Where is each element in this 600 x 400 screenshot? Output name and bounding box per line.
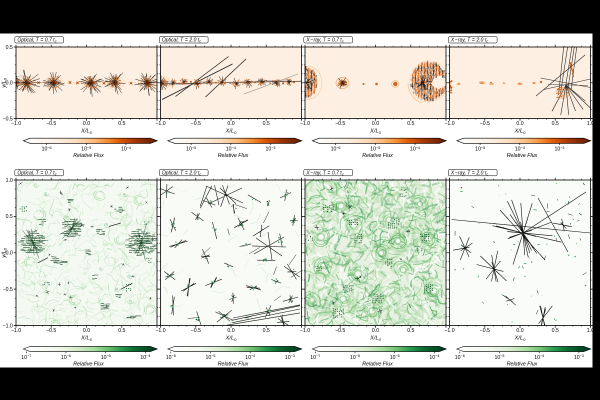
svg-text:Relative Flux: Relative Flux <box>507 153 538 159</box>
svg-text:10−6: 10−6 <box>331 146 341 153</box>
svg-text:X − ray, T = 0.7 τc: X − ray, T = 0.7 τc <box>305 170 343 176</box>
svg-text:10−6: 10−6 <box>166 354 176 361</box>
svg-text:X/L0: X/L0 <box>514 129 526 135</box>
svg-text:−1.0: −1.0 <box>11 328 21 334</box>
svg-text:0.5: 0.5 <box>552 328 559 334</box>
svg-text:10−6: 10−6 <box>350 354 360 361</box>
svg-text:X/L0: X/L0 <box>369 129 381 135</box>
svg-text:−1.0: −1.0 <box>155 328 165 334</box>
svg-text:0.0: 0.0 <box>6 251 13 257</box>
svg-text:−1.0: −1.0 <box>444 121 454 127</box>
svg-text:−1.0: −1.0 <box>11 121 21 127</box>
svg-text:1.0: 1.0 <box>587 328 594 334</box>
svg-text:−1.0: −1.0 <box>300 121 310 127</box>
svg-text:X/L0: X/L0 <box>369 336 381 342</box>
svg-text:0.5: 0.5 <box>6 45 13 51</box>
svg-text:0.5: 0.5 <box>118 121 125 127</box>
svg-text:X/L0: X/L0 <box>80 336 92 342</box>
svg-text:Relative Flux: Relative Flux <box>218 361 249 367</box>
svg-text:Relative Flux: Relative Flux <box>507 361 538 367</box>
svg-text:X − ray, T = 2.0 τc: X − ray, T = 2.0 τc <box>450 170 488 176</box>
svg-text:10−4: 10−4 <box>140 354 150 361</box>
svg-text:0.0: 0.0 <box>6 81 13 87</box>
svg-text:−1.0: −1.0 <box>300 328 310 334</box>
svg-text:10−4: 10−4 <box>534 354 544 361</box>
svg-text:10−4: 10−4 <box>429 354 439 361</box>
svg-text:−0.5: −0.5 <box>3 287 13 293</box>
svg-text:10−5: 10−5 <box>495 354 505 361</box>
svg-text:Relative Flux: Relative Flux <box>73 153 104 159</box>
svg-text:0.0: 0.0 <box>372 328 379 334</box>
svg-text:10−4: 10−4 <box>121 146 131 153</box>
svg-text:0.5: 0.5 <box>407 328 414 334</box>
svg-text:−0.5: −0.5 <box>46 328 56 334</box>
svg-text:10−5: 10−5 <box>101 354 111 361</box>
svg-text:10−5: 10−5 <box>475 146 485 153</box>
svg-text:Relative Flux: Relative Flux <box>362 361 393 367</box>
svg-text:10−7: 10−7 <box>310 354 320 361</box>
svg-text:Optical, T = 0.7 τc: Optical, T = 0.7 τc <box>17 38 56 44</box>
svg-text:10−3: 10−3 <box>266 146 276 153</box>
svg-text:0.5: 0.5 <box>118 328 125 334</box>
svg-text:10−4: 10−4 <box>515 146 525 153</box>
svg-text:X/L0: X/L0 <box>514 336 526 342</box>
svg-text:0.0: 0.0 <box>83 121 90 127</box>
svg-text:0.5: 0.5 <box>263 328 270 334</box>
svg-text:−1.0: −1.0 <box>444 328 454 334</box>
svg-text:10−7: 10−7 <box>21 354 31 361</box>
svg-text:Optical, T = 2.0 τc: Optical, T = 2.0 τc <box>162 38 201 44</box>
svg-text:−0.5: −0.5 <box>480 328 490 334</box>
svg-text:−0.5: −0.5 <box>191 121 201 127</box>
svg-text:10−6: 10−6 <box>42 146 52 153</box>
svg-text:0.0: 0.0 <box>227 328 234 334</box>
svg-text:10−3: 10−3 <box>555 146 565 153</box>
svg-text:10−4: 10−4 <box>226 146 236 153</box>
svg-text:0.5: 0.5 <box>552 121 559 127</box>
svg-text:1.0: 1.0 <box>587 121 594 127</box>
svg-text:Relative Flux: Relative Flux <box>362 153 393 159</box>
svg-text:−0.5: −0.5 <box>46 121 56 127</box>
svg-text:Optical, T = 0.7 τc: Optical, T = 0.7 τc <box>17 170 56 176</box>
svg-text:10−3: 10−3 <box>285 354 295 361</box>
svg-text:Relative Flux: Relative Flux <box>73 361 104 367</box>
svg-text:10−5: 10−5 <box>390 354 400 361</box>
svg-text:10−5: 10−5 <box>186 146 196 153</box>
svg-text:−0.5: −0.5 <box>335 121 345 127</box>
svg-text:0.0: 0.0 <box>83 328 90 334</box>
svg-text:Optical, T = 2.0 τc: Optical, T = 2.0 τc <box>162 170 201 176</box>
svg-text:X − ray, T = 2.0 τc: X − ray, T = 2.0 τc <box>450 38 488 44</box>
svg-text:Relative Flux: Relative Flux <box>218 153 249 159</box>
svg-text:1.0: 1.0 <box>6 178 13 184</box>
svg-text:−1.0: −1.0 <box>3 323 13 329</box>
svg-text:−0.5: −0.5 <box>3 116 13 122</box>
svg-text:X − ray, T = 0.7 τc: X − ray, T = 0.7 τc <box>305 38 343 44</box>
svg-text:10−4: 10−4 <box>245 354 255 361</box>
svg-text:0.0: 0.0 <box>516 121 523 127</box>
svg-text:−0.5: −0.5 <box>480 121 490 127</box>
svg-text:y/L0: y/L0 <box>2 77 8 88</box>
svg-text:X/L0: X/L0 <box>80 129 92 135</box>
svg-text:0.5: 0.5 <box>263 121 270 127</box>
svg-text:10−5: 10−5 <box>81 146 91 153</box>
svg-text:X/L0: X/L0 <box>225 129 237 135</box>
svg-text:y/L0: y/L0 <box>2 247 8 258</box>
svg-text:0.0: 0.0 <box>227 121 234 127</box>
svg-text:−0.5: −0.5 <box>191 328 201 334</box>
svg-text:10−5: 10−5 <box>206 354 216 361</box>
svg-text:0.0: 0.0 <box>516 328 523 334</box>
svg-text:0.0: 0.0 <box>372 121 379 127</box>
svg-text:−1.0: −1.0 <box>155 121 165 127</box>
svg-text:10−4: 10−4 <box>410 146 420 153</box>
svg-text:10−3: 10−3 <box>574 354 584 361</box>
svg-text:−0.5: −0.5 <box>335 328 345 334</box>
svg-text:0.5: 0.5 <box>6 214 13 220</box>
svg-text:X/L0: X/L0 <box>225 336 237 342</box>
svg-text:10−6: 10−6 <box>61 354 71 361</box>
svg-text:0.5: 0.5 <box>407 121 414 127</box>
svg-text:10−5: 10−5 <box>370 146 380 153</box>
svg-text:10−6: 10−6 <box>455 354 465 361</box>
